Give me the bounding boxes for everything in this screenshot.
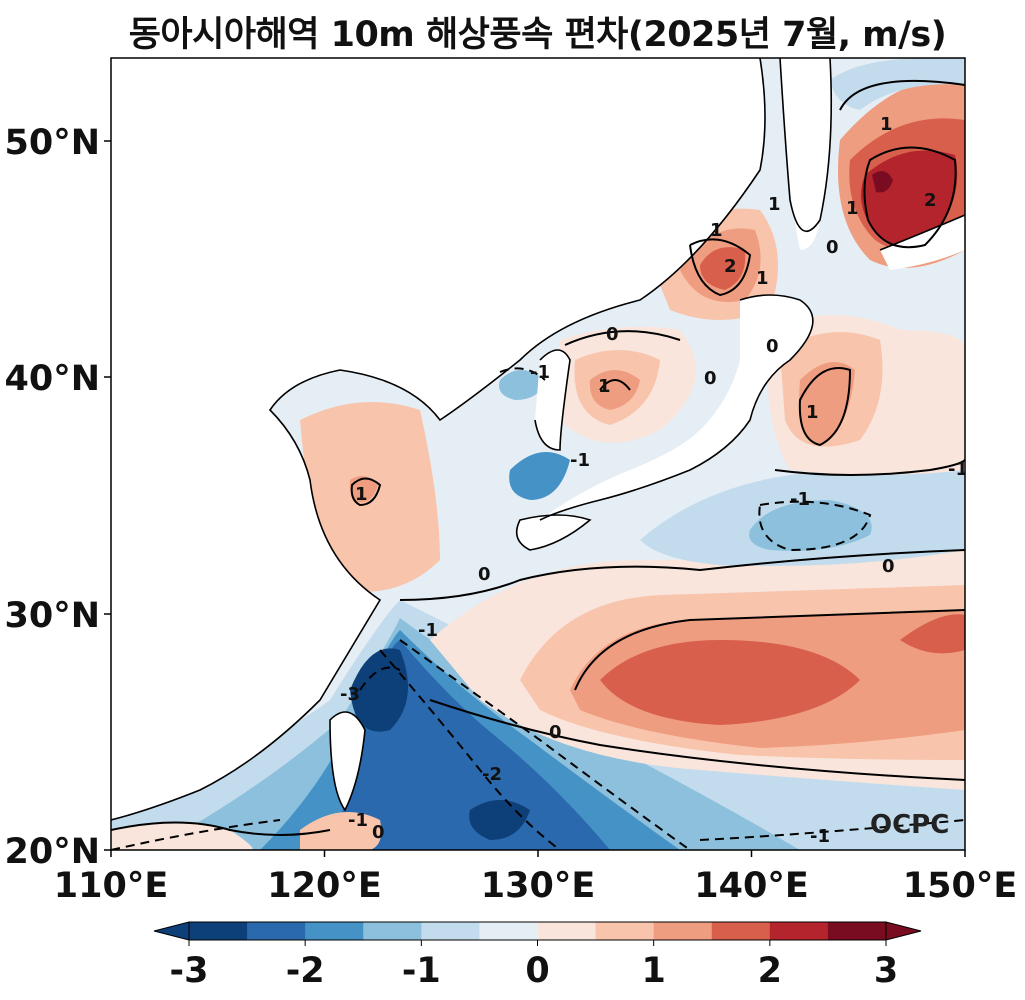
contour-label: 2 <box>924 190 937 211</box>
contour-label: 1 <box>355 484 368 505</box>
colorbar-extend-max <box>885 921 922 941</box>
negative-anomaly-mid <box>499 370 965 566</box>
colorbar-tick-label: 1 <box>641 951 665 991</box>
contour-label-group: 0 0 0 0 0 0 0 0 -1 -1 -1 -1 -1 -1 -1 1 1… <box>340 114 968 847</box>
y-tick-label: 30°N <box>5 596 101 636</box>
colorbar-bin <box>479 922 538 940</box>
contour-lines-negative <box>111 367 965 850</box>
contour-label: -1 <box>418 620 438 641</box>
colorbar-tick-label: -3 <box>170 951 209 991</box>
contour-label: 0 <box>549 722 562 743</box>
colorbar-bin <box>769 922 829 940</box>
y-tick-label: 50°N <box>5 123 101 163</box>
ocpc-credit: OCPC <box>870 810 949 840</box>
colorbar-tick-label: -2 <box>286 951 325 991</box>
colorbar-tick-label: 3 <box>874 951 898 991</box>
map-title: 동아시아해역 10m 해상풍속 편차(2025년 7월, m/s) <box>128 15 947 55</box>
contour-label: 1 <box>756 268 769 289</box>
colorbar-bin <box>537 922 597 940</box>
contour-lines <box>111 79 965 836</box>
y-axis: 20°N 30°N 40°N 50°N <box>5 123 111 872</box>
colorbar-bin <box>363 922 422 940</box>
colorbar-bin <box>595 922 655 940</box>
contour-label: 0 <box>826 237 839 258</box>
y-tick-label: 20°N <box>5 832 101 872</box>
contour-label: -2 <box>482 764 502 785</box>
contour-label: -1 <box>530 362 550 383</box>
colorbar-bin <box>247 922 306 940</box>
land-masks <box>111 58 965 820</box>
x-tick-label: 110°E <box>54 866 168 906</box>
x-tick-label: 140°E <box>694 866 808 906</box>
positive-anomaly-north <box>111 58 965 850</box>
contour-label: 2 <box>724 256 737 277</box>
contour-label: -1 <box>810 826 830 847</box>
contour-label: 1 <box>768 194 781 215</box>
contour-label: 1 <box>880 114 893 135</box>
x-axis: 110°E 120°E 130°E 140°E 150°E <box>54 850 1017 906</box>
contour-label: 1 <box>710 220 723 241</box>
contour-label: 0 <box>882 556 895 577</box>
colorbar-bin <box>653 922 713 940</box>
x-tick-label: 130°E <box>481 866 595 906</box>
contour-label: -1 <box>348 810 368 831</box>
colorbar-tick-label: -1 <box>402 951 441 991</box>
contour-label: 1 <box>806 402 819 423</box>
contour-label: -1 <box>948 459 968 480</box>
positive-anomaly-south <box>430 540 965 790</box>
colorbar-extend-min <box>153 921 190 941</box>
contour-label: 0 <box>372 822 385 843</box>
map-panel: 0 0 0 0 0 0 0 0 -1 -1 -1 -1 -1 -1 -1 1 1… <box>111 58 968 850</box>
colorbar-bin <box>421 922 480 940</box>
colorbar-bin <box>305 922 364 940</box>
contour-label: 0 <box>704 368 717 389</box>
x-tick-label: 150°E <box>903 866 1017 906</box>
contour-label: 0 <box>478 564 491 585</box>
x-tick-label: 120°E <box>267 866 381 906</box>
colorbar-tick-label: 0 <box>525 951 549 991</box>
contour-label: -1 <box>570 450 590 471</box>
contour-label: 1 <box>598 376 611 397</box>
contour-label: 0 <box>606 324 619 345</box>
colorbar-bin <box>189 922 248 940</box>
coastlines <box>111 58 965 821</box>
contour-label: -3 <box>340 684 360 705</box>
colorbar-bin <box>827 922 887 940</box>
colorbar-bin <box>711 922 771 940</box>
contour-label: 0 <box>766 336 779 357</box>
colorbar: -3 -2 -1 0 1 2 3 <box>153 921 922 991</box>
contour-label: 1 <box>846 198 859 219</box>
contour-label: -1 <box>790 489 810 510</box>
colorbar-tick-label: 2 <box>758 951 782 991</box>
y-tick-label: 40°N <box>5 359 101 399</box>
